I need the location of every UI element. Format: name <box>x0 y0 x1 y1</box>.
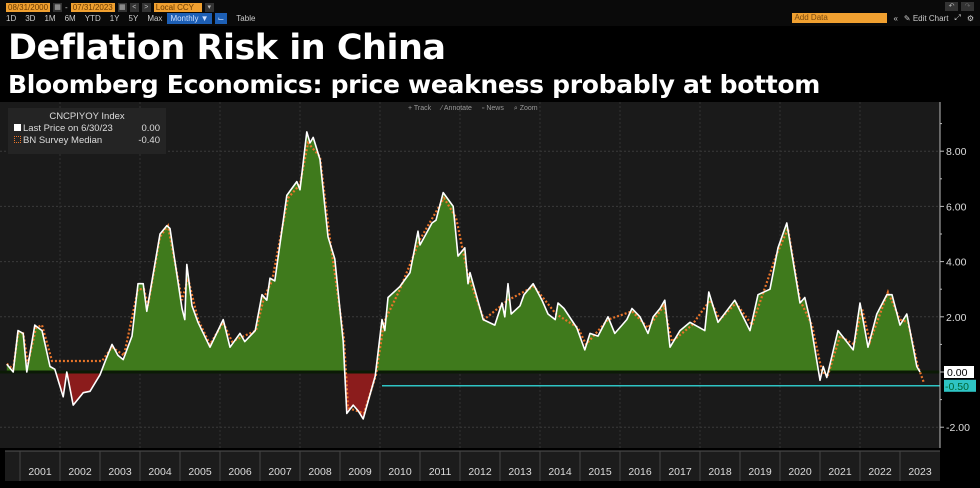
x-tick-label: 2010 <box>388 466 412 478</box>
chart-area: 8.00 6.00 4.00 2.00 -2.00 0.00 -0.50 2001 2002 20… <box>0 102 980 483</box>
currency-select[interactable]: Local CCY <box>153 2 202 12</box>
range-1y[interactable]: 1Y <box>109 14 120 23</box>
legend-value: 0.00 <box>141 123 161 134</box>
annotate-button[interactable]: ⁄ Annotate <box>441 105 472 112</box>
x-tick-label: 2011 <box>429 466 452 478</box>
zoom-button[interactable]: ⌕ Zoom <box>513 105 538 112</box>
calendar-icon[interactable]: ▦ <box>53 2 63 12</box>
legend-label: Last Price on 6/30/23 <box>23 123 113 134</box>
legend-index: CNCPIYOY Index <box>49 111 125 122</box>
orange-swatch-icon <box>14 136 21 143</box>
reference-value-badge <box>944 379 976 392</box>
last-value-label: 0.00 <box>947 367 968 379</box>
chart-tools: + Track ⁄ Annotate ▫ News ⌕ Zoom <box>408 105 538 113</box>
frequency-select[interactable]: Monthly ▼ <box>167 13 212 24</box>
edit-chart-label: Edit Chart <box>912 13 949 23</box>
white-swatch-icon <box>14 124 21 131</box>
x-tick-label: 2015 <box>588 466 612 478</box>
x-tick-label: 2014 <box>548 466 572 478</box>
page-subtitle: Bloomberg Economics: price weakness prob… <box>8 70 821 99</box>
range-5y[interactable]: 5Y <box>128 14 139 23</box>
y-tick-label: 2.00 <box>946 312 967 324</box>
y-tick-label: 6.00 <box>946 201 967 213</box>
x-tick-label: 2021 <box>828 466 852 478</box>
range-1d[interactable]: 1D <box>6 14 17 23</box>
chart-svg[interactable]: 8.00 6.00 4.00 2.00 -2.00 0.00 -0.50 2001 2002 20… <box>0 102 980 483</box>
date-separator: - <box>65 2 68 12</box>
legend: CNCPIYOY Index Last Price on 6/30/23 0.00… <box>8 108 166 154</box>
start-date-input[interactable]: 08/31/2000 <box>6 2 51 12</box>
x-tick-label: 2009 <box>348 466 372 478</box>
x-tick-label: 2002 <box>68 466 92 478</box>
legend-value: -0.40 <box>138 135 160 146</box>
x-axis-band <box>5 451 940 481</box>
chevron-down-icon[interactable]: ▾ <box>204 2 214 12</box>
x-tick-label: 2013 <box>508 466 532 478</box>
expand-icon[interactable]: ⤢ <box>954 13 961 22</box>
toolbar: 08/31/2000 ▦ - 07/31/2023 ▦ < > Local CC… <box>0 0 980 26</box>
reference-value-label: -0.50 <box>945 381 969 393</box>
undo-button[interactable]: ↶ <box>945 2 958 11</box>
legend-item-survey[interactable]: BN Survey Median -0.40 <box>14 135 160 147</box>
range-ytd[interactable]: YTD <box>84 14 101 23</box>
gear-icon[interactable]: ⚙ <box>966 13 974 23</box>
actual-cpi-line <box>6 131 921 420</box>
x-tick-label: 2016 <box>628 466 652 478</box>
legend-item-last-price[interactable]: Last Price on 6/30/23 0.00 <box>14 123 160 135</box>
range-max[interactable]: Max <box>147 14 163 23</box>
x-tick-label: 2006 <box>228 466 252 478</box>
calendar-icon[interactable]: ▦ <box>117 2 127 12</box>
legend-label: BN Survey Median <box>23 135 103 146</box>
y-tick-label: 8.00 <box>946 146 967 158</box>
x-tick-label: 2003 <box>108 466 132 478</box>
collapse-button[interactable]: « <box>893 13 898 23</box>
positive-area <box>6 131 920 372</box>
x-tick-label: 2020 <box>788 466 812 478</box>
last-value-badge <box>944 366 974 378</box>
y-tick-label: -2.00 <box>946 422 970 434</box>
x-tick-label: 2018 <box>708 466 732 478</box>
line-chart-icon[interactable]: ⌙ <box>214 13 228 24</box>
next-button[interactable]: > <box>141 2 151 12</box>
x-tick-label: 2012 <box>468 466 492 478</box>
end-date-input[interactable]: 07/31/2023 <box>70 2 115 12</box>
x-tick-label: 2007 <box>268 466 292 478</box>
redo-button[interactable]: ↷ <box>961 2 974 11</box>
prev-button[interactable]: < <box>129 2 139 12</box>
x-tick-label: 2001 <box>28 466 52 478</box>
x-tick-label: 2017 <box>668 466 692 478</box>
news-button[interactable]: ▫ News <box>481 105 504 112</box>
range-6m[interactable]: 6M <box>64 14 76 23</box>
x-tick-label: 2008 <box>308 466 332 478</box>
x-tick-label: 2023 <box>908 466 932 478</box>
range-1m[interactable]: 1M <box>44 14 56 23</box>
track-button[interactable]: + Track <box>408 105 432 112</box>
x-tick-label: 2019 <box>748 466 772 478</box>
range-3d[interactable]: 3D <box>25 14 36 23</box>
page-title: Deflation Risk in China <box>8 28 446 68</box>
pencil-icon: ✎ <box>903 13 913 23</box>
survey-median-line <box>6 140 926 415</box>
add-data-input[interactable]: Add Data <box>792 13 888 23</box>
table-button[interactable]: Table <box>236 14 256 23</box>
x-tick-label: 2022 <box>868 466 892 478</box>
edit-chart-button[interactable]: ✎ Edit Chart <box>904 14 949 23</box>
x-tick-label: 2004 <box>148 466 172 478</box>
y-tick-label: 4.00 <box>946 257 967 269</box>
x-tick-label: 2005 <box>188 466 212 478</box>
